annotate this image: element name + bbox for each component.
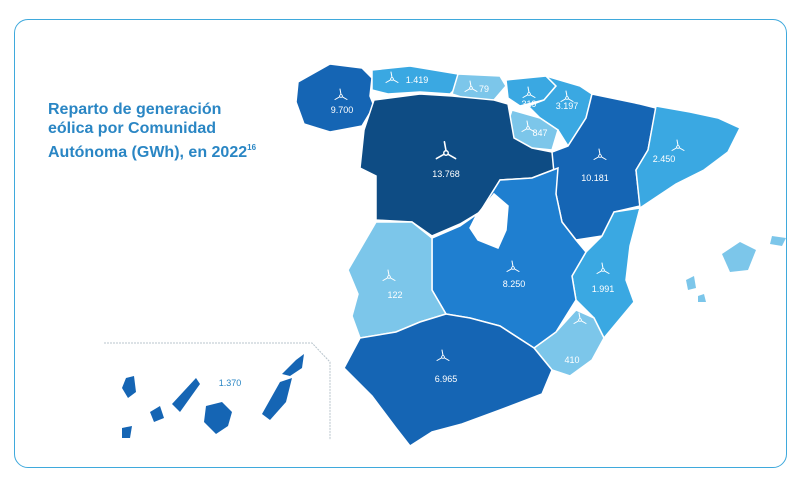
label-extremadura: 122 xyxy=(387,290,402,300)
region-canarias[interactable] xyxy=(122,354,304,438)
label-castilla-la-mancha: 8.250 xyxy=(503,279,526,289)
label-la-rioja: 847 xyxy=(532,128,547,138)
label-castilla-y-leon: 13.768 xyxy=(432,169,460,179)
canarias-inset-border xyxy=(104,342,331,440)
label-murcia: 410 xyxy=(564,355,579,365)
region-cataluna[interactable] xyxy=(635,105,742,210)
region-galicia[interactable] xyxy=(295,63,375,133)
region-madrid[interactable] xyxy=(469,192,509,249)
label-canarias: 1.370 xyxy=(219,378,242,388)
label-comunidad-valenciana: 1.991 xyxy=(592,284,615,294)
region-andalucia[interactable] xyxy=(343,313,553,447)
region-baleares[interactable] xyxy=(686,236,786,302)
label-cataluna: 2.450 xyxy=(653,154,676,164)
region-asturias[interactable] xyxy=(371,65,463,95)
label-andalucia: 6.965 xyxy=(435,374,458,384)
label-asturias: 1.419 xyxy=(406,75,429,85)
label-aragon: 10.181 xyxy=(581,173,609,183)
label-pais-vasco: 319 xyxy=(521,99,536,109)
label-navarra: 3.197 xyxy=(556,101,579,111)
label-galicia: 9.700 xyxy=(331,105,354,115)
title-footnote: 16 xyxy=(247,143,257,152)
map-title: Reparto de generación eólica por Comunid… xyxy=(48,100,258,162)
label-cantabria: 79 xyxy=(479,84,489,94)
title-text: Reparto de generación eólica por Comunid… xyxy=(48,101,248,161)
